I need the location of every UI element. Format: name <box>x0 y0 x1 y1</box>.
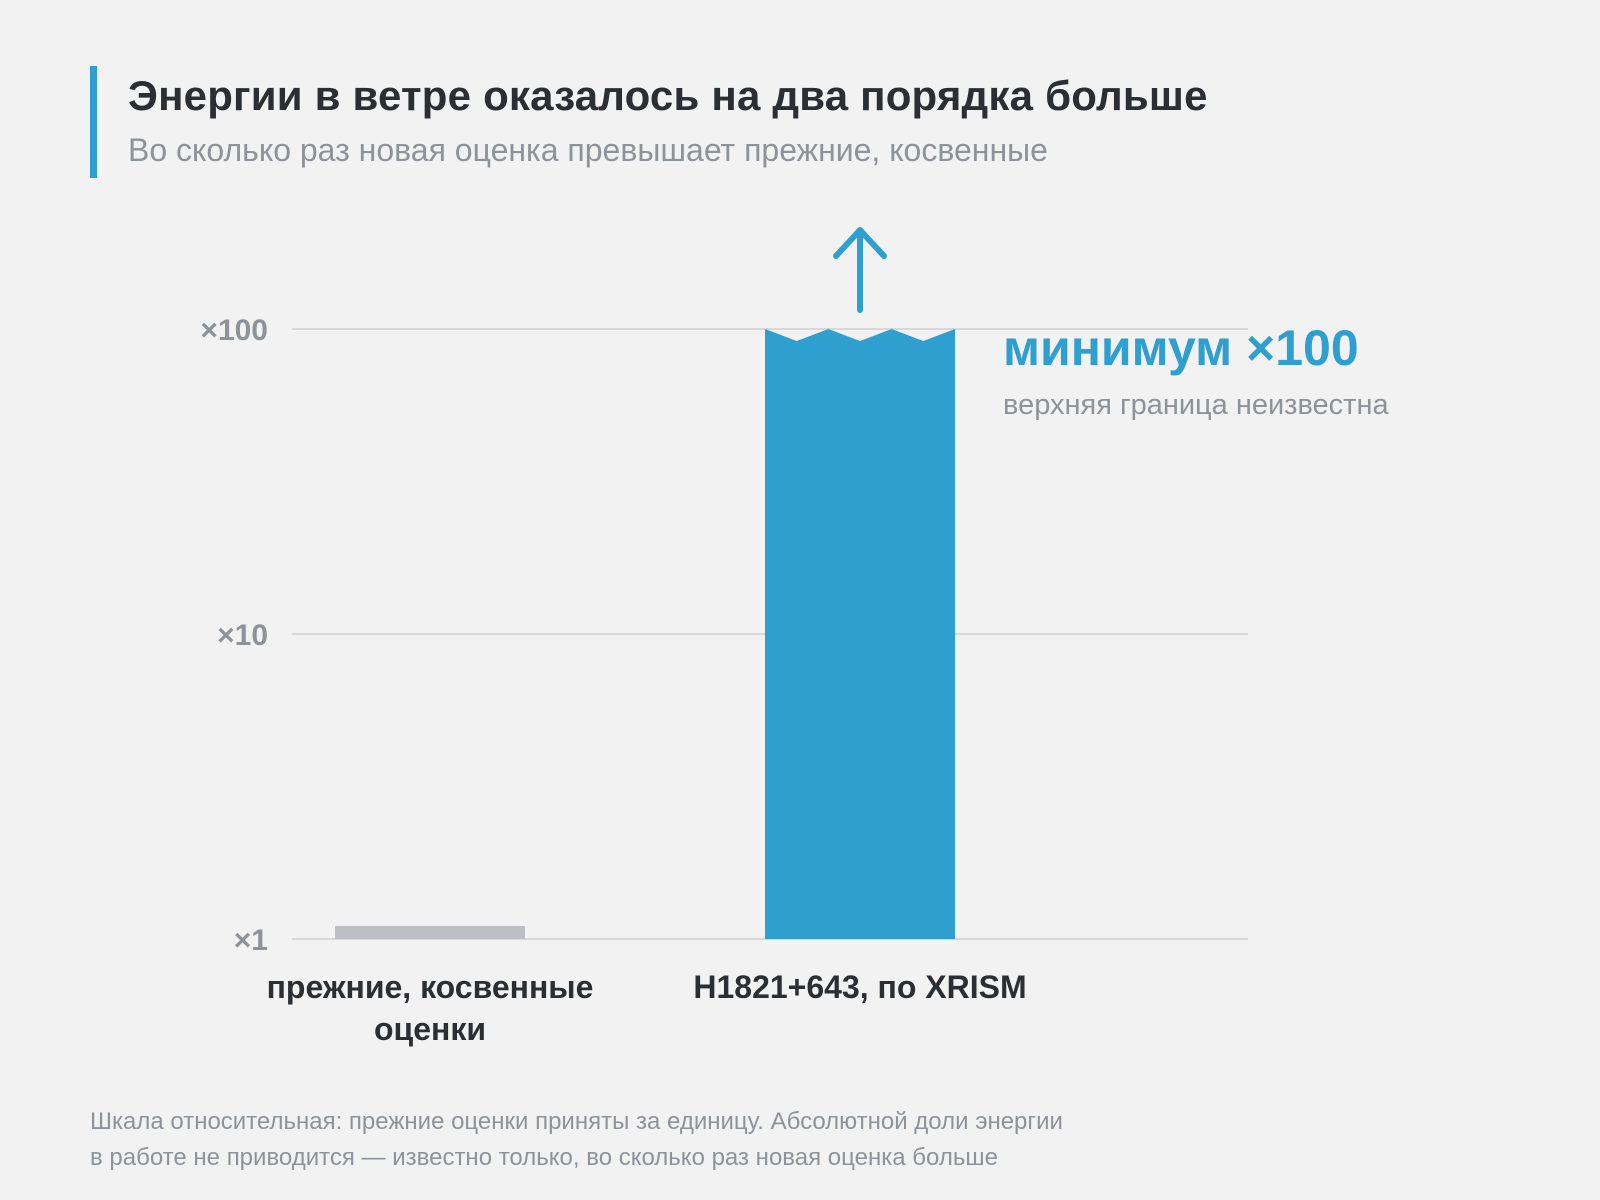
bar-0 <box>335 926 525 939</box>
chart-subtitle: Во сколько раз новая оценка превышает пр… <box>128 132 1048 168</box>
x-label-1-0: H1821+643, по XRISM <box>693 969 1026 1005</box>
annotation-main: минимум ×100 <box>1003 320 1359 376</box>
bar-chart: ×1 ×10 ×100 прежние, косвенные оценки H1821+… <box>200 227 1389 1047</box>
annotation: минимум ×100 верхняя граница неизвестна <box>833 227 1389 421</box>
annotation-sub: верхняя граница неизвестна <box>1003 389 1389 421</box>
x-label-0-0: прежние, косвенные <box>267 969 594 1005</box>
x-label-0-1: оценки <box>374 1011 486 1047</box>
footnote: Шкала относительная: прежние оценки прин… <box>90 1104 1290 1176</box>
chart-header: Энергии в ветре оказалось на два порядка… <box>90 66 1208 178</box>
footnote-line-2: в работе не приводится — известно только… <box>90 1144 998 1171</box>
arrow-head-icon <box>833 227 887 259</box>
y-tick-label-1: ×10 <box>217 619 268 652</box>
y-tick-label-2: ×100 <box>200 314 268 347</box>
y-tick-label-0: ×1 <box>234 924 268 957</box>
footnote-line-1: Шкала относительная: прежние оценки прин… <box>90 1108 1063 1135</box>
bars <box>335 329 955 939</box>
chart-title: Энергии в ветре оказалось на два порядка… <box>128 72 1208 119</box>
bar-1 <box>765 329 955 939</box>
x-axis-labels: прежние, косвенные оценки H1821+643, по XR… <box>267 969 1027 1047</box>
y-axis-ticks: ×1 ×10 ×100 <box>200 314 268 957</box>
